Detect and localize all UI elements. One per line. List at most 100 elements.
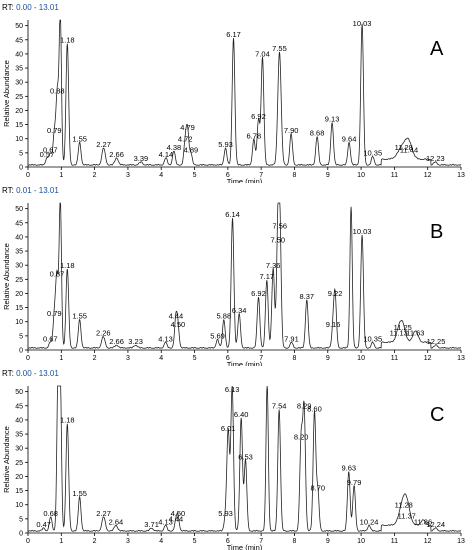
y-tick-label: 5 xyxy=(19,516,23,523)
peak-label: 5.88 xyxy=(217,312,232,321)
x-tick-label: 10 xyxy=(357,172,365,179)
peak-label: 9.64 xyxy=(342,134,357,143)
peak-label: 7.50 xyxy=(271,235,286,244)
peak-label: 7.36 xyxy=(266,261,281,270)
y-tick-label: 35 xyxy=(15,66,23,73)
peak-label: 5.93 xyxy=(218,140,233,149)
peak-label: 2.66 xyxy=(109,337,124,346)
peak-label: 2.26 xyxy=(96,329,111,338)
peak-label: 7.56 xyxy=(273,221,288,230)
peak-label: 11.86 xyxy=(414,517,432,526)
y-tick-label: 0 xyxy=(19,165,23,172)
y-tick-label: 40 xyxy=(15,51,23,58)
x-tick-label: 4 xyxy=(159,172,163,179)
x-tick-label: 13 xyxy=(457,355,465,362)
peak-label: 8.29 xyxy=(297,401,312,410)
y-tick-label: 15 xyxy=(15,122,23,129)
x-tick-label: 0 xyxy=(26,538,30,545)
peak-label: 3.23 xyxy=(128,337,143,346)
y-tick-label: 20 xyxy=(15,291,23,298)
peak-label: 11.44 xyxy=(400,146,418,155)
y-tick-label: 5 xyxy=(19,150,23,157)
peak-label: 8.68 xyxy=(310,129,325,138)
y-tick-label: 25 xyxy=(15,460,23,467)
x-tick-label: 1 xyxy=(59,355,63,362)
peak-label: 4.13 xyxy=(158,334,173,343)
peak-label: 4.72 xyxy=(178,134,193,143)
peak-label: 2.27 xyxy=(96,509,111,518)
peak-label: 1.18 xyxy=(60,416,75,425)
peak-label: 6.34 xyxy=(232,306,247,315)
peak-label: 10.24 xyxy=(360,517,379,526)
chromatogram-trace xyxy=(27,19,462,166)
x-tick-label: 7 xyxy=(259,538,263,545)
peak-label: 2.66 xyxy=(109,150,124,159)
peak-label: 10.35 xyxy=(363,334,382,343)
rt-header-range: 0.01 - 13.01 xyxy=(16,186,59,195)
peak-label: 1.18 xyxy=(60,261,75,270)
peak-label: 6.92 xyxy=(251,289,266,298)
peak-label: 1.55 xyxy=(72,134,87,143)
y-tick-label: 20 xyxy=(15,474,23,481)
peak-label: 6.01 xyxy=(221,424,236,433)
peak-label: 6.14 xyxy=(225,210,240,219)
rt-header-label: RT: xyxy=(2,186,16,195)
peak-label: 3.71 xyxy=(144,520,159,529)
peak-label: 0.88 xyxy=(50,86,65,95)
x-tick-label: 11 xyxy=(391,355,398,362)
x-tick-label: 12 xyxy=(424,172,432,179)
y-tick-label: 50 xyxy=(15,206,23,213)
x-tick-label: 1 xyxy=(59,538,63,545)
panel-letter: C xyxy=(430,404,444,426)
peak-label: 7.54 xyxy=(272,401,287,410)
y-tick-label: 45 xyxy=(15,220,23,227)
chromatogram-panel-b: RT: 0.01 - 13.01 0 5 10 15 20 25 30 35 40 45 50 0 1 2 3… xyxy=(0,183,474,366)
x-axis-title: Time (min) xyxy=(227,360,263,366)
peak-label: 4.79 xyxy=(180,123,195,132)
peak-label: 1.55 xyxy=(72,489,87,498)
peak-label: 6.92 xyxy=(251,112,266,121)
peak-label: 10.03 xyxy=(353,227,372,236)
x-tick-label: 11 xyxy=(391,172,398,179)
x-axis-title: Time (min) xyxy=(227,177,263,183)
y-tick-label: 30 xyxy=(15,446,23,453)
x-tick-label: 11 xyxy=(391,538,398,545)
peak-label: 2.27 xyxy=(96,140,111,149)
peak-label: 8.20 xyxy=(294,433,309,442)
rt-header-label: RT: xyxy=(2,3,16,12)
y-tick-label: 40 xyxy=(15,234,23,241)
y-tick-label: 15 xyxy=(15,305,23,312)
peak-label: 5.69 xyxy=(210,332,225,341)
x-tick-label: 5 xyxy=(193,538,197,545)
x-tick-label: 0 xyxy=(26,172,30,179)
y-tick-label: 15 xyxy=(15,488,23,495)
x-tick-label: 2 xyxy=(93,172,97,179)
x-tick-label: 13 xyxy=(457,172,465,179)
peak-label: 0.67 xyxy=(43,334,58,343)
chromatogram-trace xyxy=(27,202,462,349)
peak-label: 7.17 xyxy=(260,272,275,281)
peak-label: 0.67 xyxy=(43,146,58,155)
x-tick-label: 5 xyxy=(193,355,197,362)
peak-label: 11.63 xyxy=(406,329,424,338)
rt-header-b: RT: 0.01 - 13.01 xyxy=(2,186,59,195)
peak-label: 3.39 xyxy=(134,154,149,163)
peak-label: 0.79 xyxy=(47,309,62,318)
peak-label: 9.22 xyxy=(328,289,343,298)
chromatogram-panel-a: RT: 0.00 - 13.01 0 5 10 15 20 25 30 35 40 45 50 0 1 2 3… xyxy=(0,0,474,183)
peak-label: 8.60 xyxy=(307,404,322,413)
y-tick-label: 20 xyxy=(15,108,23,115)
peak-label: 0.79 xyxy=(47,126,62,135)
peak-label: 9.16 xyxy=(326,320,341,329)
panel-letter: B xyxy=(430,221,443,243)
y-axis-title: Relative Abundance xyxy=(2,60,11,127)
x-tick-label: 5 xyxy=(193,172,197,179)
y-tick-label: 40 xyxy=(15,417,23,424)
y-tick-label: 30 xyxy=(15,263,23,270)
peak-label: 11.37 xyxy=(398,512,416,521)
rt-header-a: RT: 0.00 - 13.01 xyxy=(2,3,59,12)
panel-letter: A xyxy=(430,38,444,60)
x-tick-label: 1 xyxy=(59,172,63,179)
y-tick-label: 10 xyxy=(15,136,23,143)
